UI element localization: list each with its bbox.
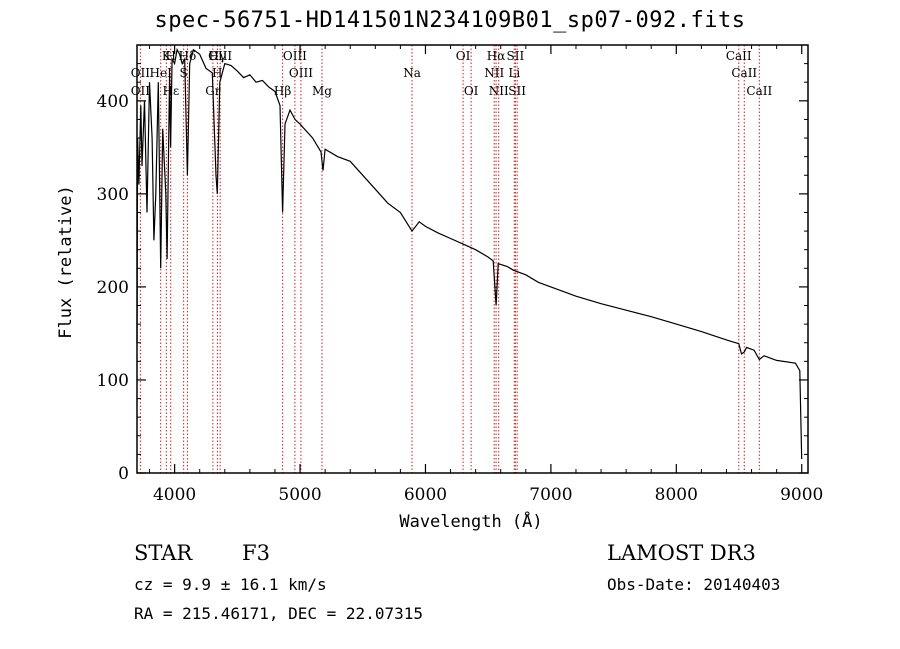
- line-markers: [139, 45, 760, 473]
- y-tick-label: 200: [97, 278, 129, 298]
- y-tick-label: 300: [97, 185, 129, 205]
- line-marker-label: NII: [489, 84, 509, 98]
- coordinates: RA = 215.46171, DEC = 22.07315: [134, 604, 423, 623]
- line-marker-label: OI: [456, 49, 471, 63]
- line-marker-label: OI: [464, 84, 479, 98]
- object-subclass: F3: [242, 541, 270, 565]
- y-tick-label: 400: [97, 92, 129, 112]
- survey-name: LAMOST DR3: [607, 541, 756, 565]
- x-tick-label: 5000: [278, 485, 321, 505]
- line-marker-label: Hε: [163, 84, 180, 98]
- line-marker-label: H: [212, 66, 222, 80]
- line-marker-label: CaII: [726, 49, 752, 63]
- line-marker-label: OIII: [289, 66, 313, 80]
- x-axis-label: Wavelength (Å): [399, 512, 543, 532]
- object-class: STAR: [134, 541, 193, 565]
- line-marker-label: OII: [131, 66, 151, 80]
- line-marker-label: Li: [508, 66, 520, 80]
- line-marker-label: Hα: [487, 49, 506, 63]
- line-marker-label: Hγ: [209, 49, 227, 63]
- y-tick-label: 0: [118, 464, 129, 484]
- line-marker-label: Mg: [312, 84, 332, 98]
- x-tick-label: 6000: [404, 485, 447, 505]
- axes: 4000 5000 6000 7000 8000 9000 0 100 200 300 400: [97, 45, 823, 505]
- line-marker-label: Na: [403, 66, 421, 80]
- line-marker-label: H: [166, 49, 176, 63]
- y-tick-label: 100: [97, 371, 129, 391]
- redshift-value: cz = 9.9 ± 16.1 km/s: [134, 575, 327, 594]
- line-marker-label: CaII: [746, 84, 772, 98]
- x-tick-label: 8000: [655, 485, 698, 505]
- spectrum-line: [136, 47, 803, 460]
- line-marker-label: Hδ: [179, 49, 197, 63]
- line-marker-label: K: [162, 49, 172, 63]
- line-marker-label: S: [180, 66, 188, 80]
- line-marker-label: OIII: [283, 49, 307, 63]
- observation-date: Obs-Date: 20140403: [607, 575, 781, 594]
- y-axis-label: Flux (relative): [56, 185, 76, 339]
- chart-title: spec-56751-HD141501N234109B01_sp07-092.f…: [154, 8, 746, 33]
- line-marker-label: OIII: [208, 49, 232, 63]
- line-marker-label: NII: [484, 66, 504, 80]
- line-marker-label: HeI: [150, 66, 173, 80]
- line-marker-label: OII: [131, 84, 151, 98]
- line-marker-label: CaII: [731, 66, 757, 80]
- line-marker-label: SII: [507, 49, 525, 63]
- line-marker-label: Hβ: [274, 84, 291, 98]
- plot-frame: [136, 44, 809, 474]
- line-marker-label: SII: [508, 84, 526, 98]
- x-tick-label: 9000: [780, 485, 823, 505]
- x-tick-label: 4000: [153, 485, 196, 505]
- x-tick-label: 7000: [529, 485, 572, 505]
